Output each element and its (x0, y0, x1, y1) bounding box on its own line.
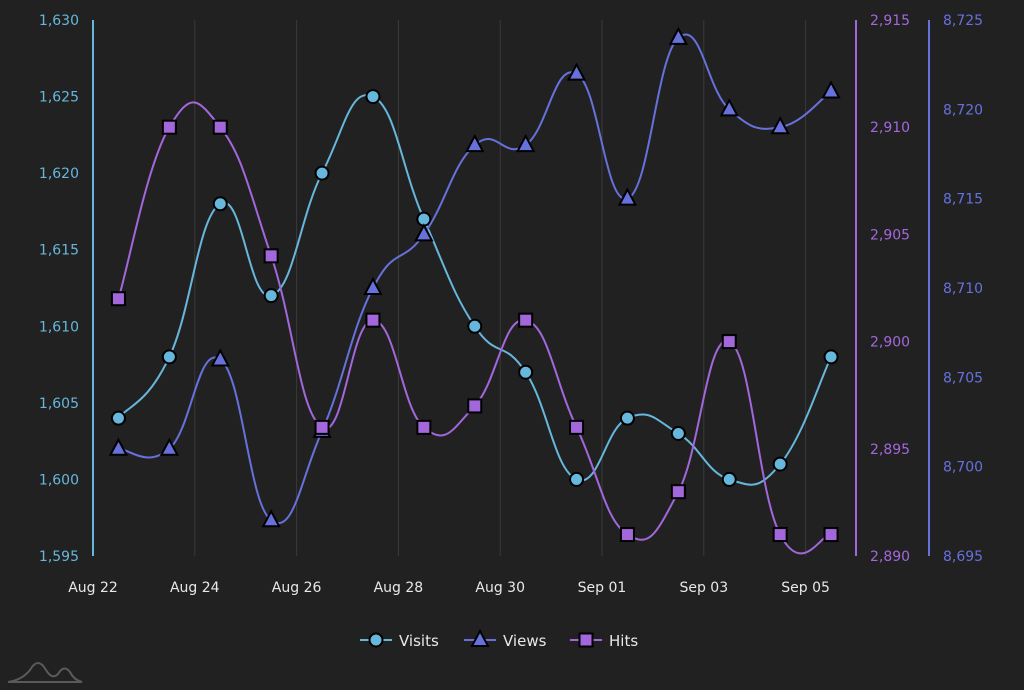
views-point[interactable] (617, 187, 638, 206)
x-axis-tick-label: Sep 05 (781, 580, 830, 596)
x-axis-tick-label: Sep 01 (578, 580, 627, 596)
visits-line (117, 94, 832, 486)
views-point[interactable] (465, 133, 485, 153)
amcharts-logo-icon[interactable] (7, 662, 83, 683)
hits-point[interactable] (467, 398, 483, 414)
hits-axis-tick-label: 2,915 (870, 13, 910, 29)
views-point[interactable] (821, 80, 841, 99)
hits-point[interactable] (416, 419, 432, 435)
hits-axis-tick-label: 2,905 (870, 227, 910, 243)
x-axis-ticks: Aug 22 Aug 24 Aug 26 Aug 28 Aug 30 Sep 01 Sep … (68, 580, 830, 596)
left-axis-tick-label: 1,620 (39, 166, 79, 182)
views-point[interactable] (363, 276, 383, 295)
grid-lines (194, 20, 807, 556)
visits-point[interactable] (161, 349, 177, 365)
hits-point[interactable] (670, 484, 686, 500)
visits-point[interactable] (670, 425, 686, 441)
visits-point[interactable] (365, 89, 381, 105)
views-point[interactable] (210, 348, 230, 367)
visits-point[interactable] (110, 410, 126, 426)
x-axis-tick-label: Aug 24 (170, 580, 220, 596)
axes: 1,595 1,600 1,605 1,610 1,615 1,620 1,625 1,630… (39, 13, 983, 565)
hits-axis-tick-label: 2,895 (870, 442, 910, 458)
views-axis-tick-label: 8,725 (943, 13, 983, 29)
x-axis-tick-label: Sep 03 (679, 580, 728, 596)
left-axis-tick-label: 1,615 (39, 243, 79, 259)
hits-point[interactable] (161, 119, 177, 135)
visits-point[interactable] (569, 471, 585, 487)
hits-point[interactable] (314, 419, 330, 435)
views-axis-tick-label: 8,695 (943, 549, 983, 565)
hits-axis-tick-label: 2,900 (870, 335, 910, 351)
hits-point[interactable] (619, 527, 635, 543)
series-visits (110, 89, 839, 487)
legend-triangle-icon[interactable] (470, 628, 490, 647)
x-axis-tick-label: Aug 28 (374, 580, 424, 596)
series-layer (108, 26, 841, 555)
x-axis-tick-label: Aug 26 (272, 580, 322, 596)
left-axis-tick-label: 1,605 (39, 396, 79, 412)
views-axis-tick-label: 8,720 (943, 102, 983, 118)
views-axis-tick-label: 8,710 (943, 281, 983, 297)
legend-label: Visits (399, 632, 439, 650)
visits-point[interactable] (721, 471, 737, 487)
visits-point[interactable] (619, 410, 635, 426)
legend-label: Hits (609, 632, 638, 650)
hits-point[interactable] (721, 334, 737, 350)
visits-point[interactable] (772, 456, 788, 472)
hits-point[interactable] (365, 312, 381, 328)
views-point[interactable] (770, 116, 790, 135)
hits-axis-tick-label: 2,890 (870, 549, 910, 565)
legend-circle-icon[interactable] (368, 632, 384, 648)
visits-point[interactable] (314, 165, 330, 181)
series-hits (110, 101, 839, 555)
views-point[interactable] (566, 62, 587, 81)
legend-item-visits[interactable]: Visits (360, 632, 439, 650)
visits-point[interactable] (212, 196, 228, 212)
views-point[interactable] (719, 98, 739, 117)
legend-item-hits[interactable]: Hits (570, 632, 638, 650)
legend-label: Views (503, 632, 547, 650)
left-axis-tick-label: 1,610 (39, 319, 79, 335)
visits-point[interactable] (467, 318, 483, 334)
x-axis-tick-label: Aug 30 (475, 580, 525, 596)
views-axis-tick-label: 8,705 (943, 370, 983, 386)
hits-point[interactable] (772, 527, 788, 543)
visits-point[interactable] (518, 364, 534, 380)
hits-point[interactable] (263, 248, 279, 264)
views-point[interactable] (108, 437, 129, 456)
views-point[interactable] (159, 437, 180, 456)
views-point[interactable] (261, 509, 281, 528)
left-axis-tick-label: 1,600 (39, 472, 79, 488)
hits-point[interactable] (518, 312, 534, 328)
legend[interactable]: Visits Views Hits (360, 628, 638, 650)
views-point[interactable] (668, 26, 689, 45)
legend-square-icon[interactable] (578, 632, 594, 648)
visits-point[interactable] (263, 288, 279, 304)
hits-point[interactable] (569, 419, 585, 435)
left-axis-tick-label: 1,595 (39, 549, 79, 565)
views-point[interactable] (515, 133, 536, 153)
views-point[interactable] (414, 223, 434, 242)
views-axis-tick-label: 8,700 (943, 460, 983, 476)
hits-point[interactable] (110, 291, 126, 307)
left-axis-tick-label: 1,625 (39, 90, 79, 106)
x-axis-tick-label: Aug 22 (68, 580, 118, 596)
left-axis-tick-label: 1,630 (39, 13, 79, 29)
hits-point[interactable] (823, 527, 839, 543)
hits-point[interactable] (212, 119, 228, 135)
hits-axis-tick-label: 2,910 (870, 120, 910, 136)
visits-point[interactable] (823, 349, 839, 365)
views-axis-tick-label: 8,715 (943, 192, 983, 208)
legend-item-views[interactable]: Views (464, 628, 547, 650)
series-views (108, 26, 841, 528)
